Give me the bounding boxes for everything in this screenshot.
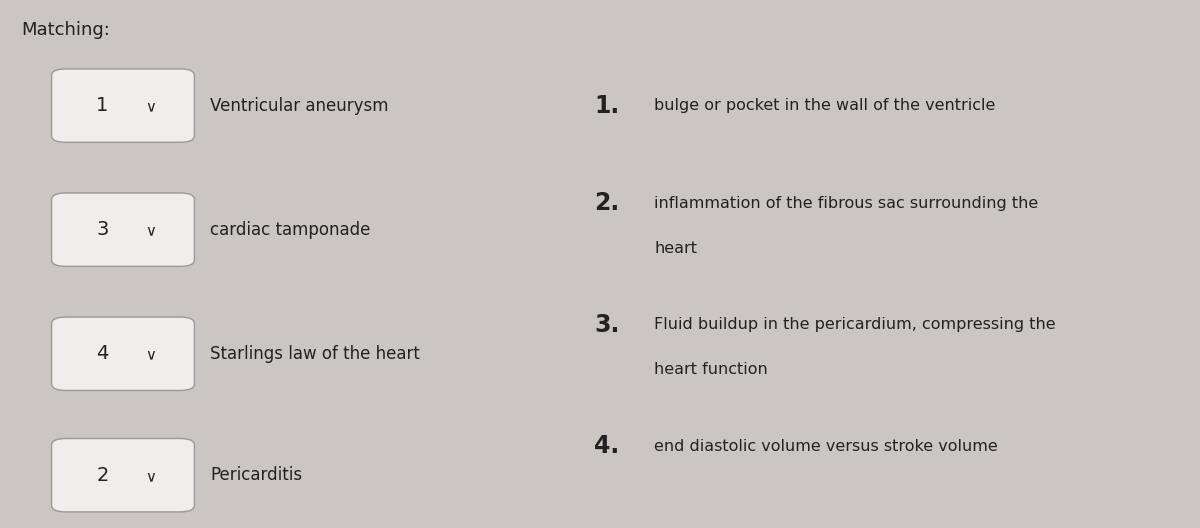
FancyBboxPatch shape (52, 438, 194, 512)
Text: Ventricular aneurysm: Ventricular aneurysm (210, 97, 389, 115)
Text: 2: 2 (96, 466, 109, 485)
Text: heart function: heart function (654, 362, 768, 377)
Text: 1.: 1. (594, 93, 619, 118)
FancyBboxPatch shape (52, 69, 194, 142)
Text: Fluid buildup in the pericardium, compressing the: Fluid buildup in the pericardium, compre… (654, 317, 1056, 332)
Text: end diastolic volume versus stroke volume: end diastolic volume versus stroke volum… (654, 439, 997, 454)
Text: bulge or pocket in the wall of the ventricle: bulge or pocket in the wall of the ventr… (654, 98, 995, 113)
Text: ∧: ∧ (143, 468, 154, 483)
Text: 4.: 4. (594, 434, 619, 458)
Text: cardiac tamponade: cardiac tamponade (210, 221, 371, 239)
Text: 2.: 2. (594, 191, 619, 215)
FancyBboxPatch shape (52, 193, 194, 267)
Text: 3.: 3. (594, 313, 619, 337)
Text: ∧: ∧ (143, 222, 154, 237)
Text: Matching:: Matching: (22, 21, 110, 39)
Text: ∧: ∧ (143, 98, 154, 113)
Text: 4: 4 (96, 344, 109, 363)
Text: 3: 3 (96, 220, 109, 239)
Text: Starlings law of the heart: Starlings law of the heart (210, 345, 420, 363)
Text: ∧: ∧ (143, 346, 154, 361)
Text: Pericarditis: Pericarditis (210, 466, 302, 484)
Text: heart: heart (654, 241, 697, 256)
FancyBboxPatch shape (52, 317, 194, 391)
Text: inflammation of the fibrous sac surrounding the: inflammation of the fibrous sac surround… (654, 196, 1038, 211)
Text: 1: 1 (96, 96, 109, 115)
